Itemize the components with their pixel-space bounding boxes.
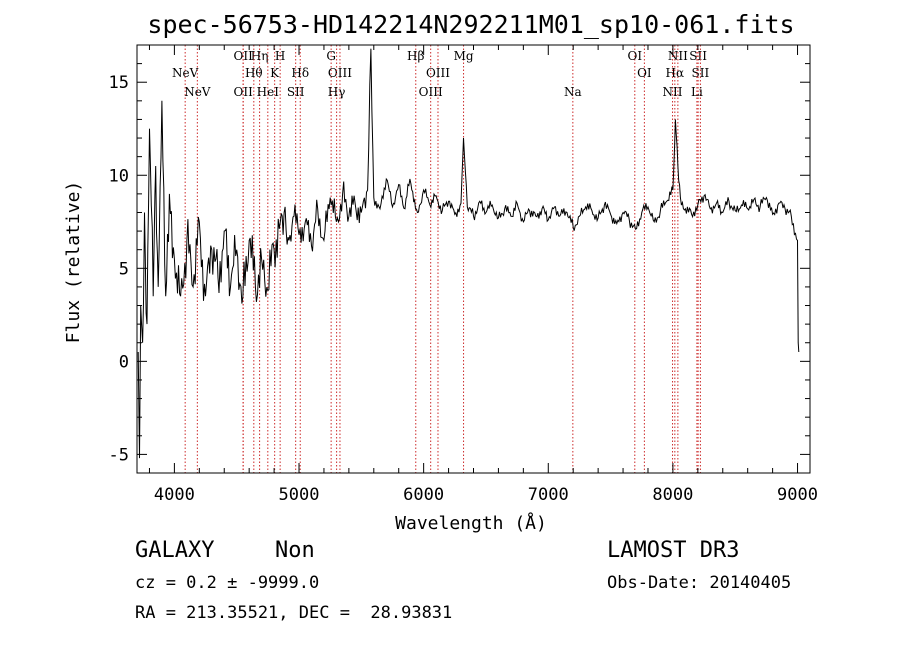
chart-title: spec-56753-HD142214N292211M01_sp10-061.f…: [147, 10, 794, 39]
survey-name: LAMOST DR3: [607, 538, 740, 563]
x-tick-label: 6000: [403, 485, 444, 505]
y-tick-label: 10: [109, 166, 129, 186]
spectral-line-label: Hδ: [291, 66, 309, 80]
spectral-line-label: HeI: [257, 85, 280, 99]
spectral-line-label: Li: [691, 85, 703, 99]
spectral-line-label: Hθ: [245, 66, 263, 80]
x-tick-label: 9000: [777, 485, 818, 505]
plot-axes: 4000 5000 6000 7000 8000 9000 -5 0 5 10 15: [109, 44, 818, 505]
spectral-line-label: Hη: [251, 49, 269, 63]
spectrum-series: [137, 48, 800, 459]
spectral-line-label: Na: [564, 85, 582, 99]
x-tick-label: 8000: [652, 485, 693, 505]
coordinates-info: RA = 213.35521, DEC = 28.93831: [135, 603, 453, 623]
x-tick-label: 4000: [154, 485, 195, 505]
spectral-line-label: SII: [287, 85, 305, 99]
y-tick-label: 5: [119, 259, 129, 279]
spectral-line-label: OIII: [426, 66, 450, 80]
spectral-line-label: K: [270, 66, 280, 80]
spectral-line-label: OIII: [419, 85, 443, 99]
redshift-info: cz = 0.2 ± -9999.0: [135, 573, 320, 593]
object-subclass: Non: [275, 538, 315, 563]
spectral-line-label: OI: [628, 49, 643, 63]
observation-date: Obs-Date: 20140405: [607, 573, 792, 593]
y-tick-label: 0: [119, 352, 129, 372]
spectrum-line: [137, 48, 800, 459]
x-axis-label: Wavelength (Å): [395, 512, 547, 534]
spectral-line-label: NeV: [172, 66, 199, 80]
spectral-line-label: SII: [689, 49, 707, 63]
y-tick-label: 15: [109, 73, 129, 93]
spectral-line-label: OI: [637, 66, 652, 80]
object-class: GALAXY: [135, 538, 215, 563]
spectral-line-label: NeV: [184, 85, 211, 99]
spectral-line-label: OIII: [328, 66, 352, 80]
x-tick-label: 5000: [279, 485, 320, 505]
spectral-line-label: NII: [668, 49, 688, 63]
y-axis-label: Flux (relative): [63, 181, 84, 344]
spectral-line-label: Mg: [454, 49, 474, 63]
spectral-line-label: Hβ: [407, 49, 424, 63]
spectral-line-label: OII: [233, 85, 253, 99]
spectral-line-label: NII: [663, 85, 683, 99]
y-tick-label: -5: [109, 445, 129, 465]
spectral-line-label: SII: [692, 66, 710, 80]
spectral-line-label: G: [326, 49, 336, 63]
spectral-line-label: Hα: [666, 66, 685, 80]
x-tick-label: 7000: [528, 485, 569, 505]
spectral-line-label: H: [275, 49, 285, 63]
spectral-line-label: Hγ: [328, 85, 346, 99]
